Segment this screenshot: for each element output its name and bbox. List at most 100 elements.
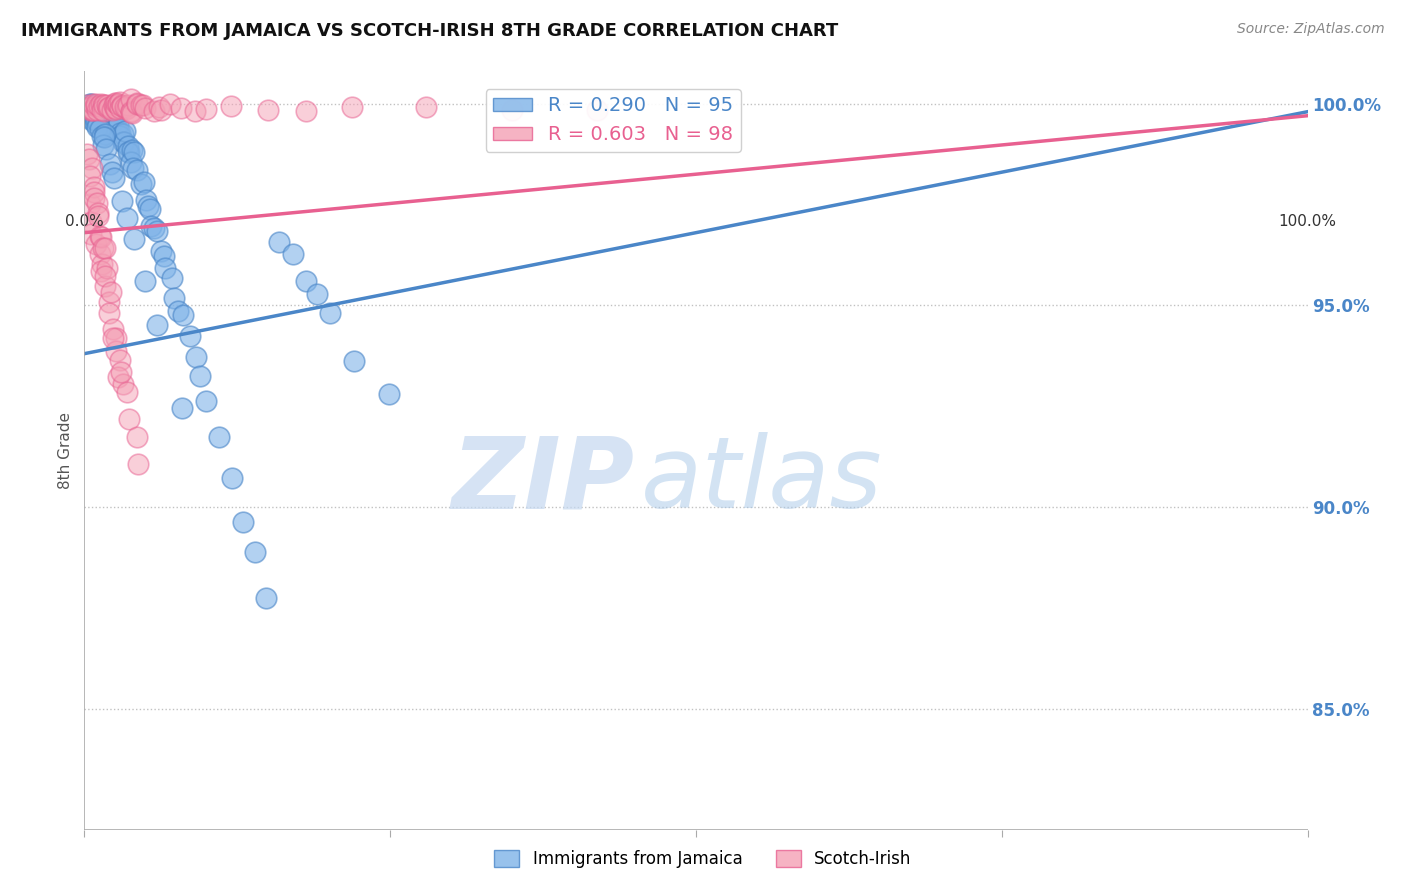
- Point: [89, 121, 111, 136]
- Point: [208, 430, 231, 444]
- Point: [91, 103, 114, 118]
- Point: [91, 109, 114, 123]
- Point: [97, 101, 120, 115]
- Point: [219, 99, 242, 113]
- Point: [112, 135, 135, 149]
- Legend: R = 0.290   N = 95, R = 0.603   N = 98: R = 0.290 N = 95, R = 0.603 N = 98: [485, 88, 741, 152]
- Point: [100, 118, 122, 132]
- Point: [91, 103, 114, 117]
- Point: [82, 97, 104, 112]
- Point: [111, 128, 134, 142]
- Point: [111, 99, 134, 113]
- Point: [184, 350, 207, 364]
- Point: [114, 124, 136, 138]
- Point: [134, 101, 156, 115]
- Point: [135, 193, 157, 207]
- Point: [172, 308, 194, 322]
- Point: [111, 98, 134, 112]
- Point: [184, 103, 207, 118]
- Point: [139, 202, 162, 217]
- Point: [121, 105, 143, 120]
- Point: [83, 186, 105, 200]
- Point: [96, 98, 118, 112]
- Point: [98, 99, 121, 113]
- Point: [86, 120, 108, 134]
- Point: [120, 155, 142, 169]
- Point: [111, 135, 134, 149]
- Point: [166, 303, 188, 318]
- Point: [87, 115, 110, 129]
- Text: ZIP: ZIP: [451, 433, 636, 529]
- Point: [79, 152, 101, 166]
- Point: [108, 353, 131, 368]
- Point: [98, 306, 121, 320]
- Point: [91, 98, 114, 112]
- Point: [98, 294, 121, 309]
- Point: [305, 287, 328, 301]
- Point: [84, 112, 107, 127]
- Point: [501, 103, 523, 117]
- Point: [127, 457, 149, 471]
- Point: [146, 318, 169, 332]
- Point: [110, 101, 132, 115]
- Point: [170, 401, 193, 416]
- Point: [378, 387, 401, 401]
- Point: [91, 103, 114, 117]
- Point: [110, 365, 132, 379]
- Point: [89, 103, 111, 118]
- Point: [120, 92, 142, 106]
- Point: [103, 98, 125, 112]
- Point: [104, 95, 127, 110]
- Point: [343, 354, 366, 368]
- Point: [89, 246, 111, 260]
- Point: [319, 306, 342, 320]
- Legend: Immigrants from Jamaica, Scotch-Irish: Immigrants from Jamaica, Scotch-Irish: [488, 843, 918, 875]
- Point: [121, 143, 143, 157]
- Point: [163, 291, 186, 305]
- Point: [150, 103, 173, 118]
- Point: [93, 103, 115, 118]
- Point: [118, 411, 141, 425]
- Point: [89, 111, 111, 125]
- Point: [108, 126, 131, 140]
- Point: [79, 112, 101, 126]
- Point: [150, 244, 173, 259]
- Point: [120, 103, 142, 118]
- Point: [86, 195, 108, 210]
- Point: [83, 191, 105, 205]
- Point: [98, 100, 121, 114]
- Point: [83, 180, 105, 194]
- Point: [84, 111, 107, 125]
- Point: [80, 99, 103, 113]
- Point: [90, 257, 112, 271]
- Point: [80, 111, 103, 125]
- Point: [148, 100, 170, 114]
- Point: [104, 112, 127, 126]
- Point: [100, 285, 122, 299]
- Point: [93, 127, 115, 141]
- Point: [96, 261, 118, 276]
- Point: [90, 230, 112, 244]
- Point: [94, 269, 117, 284]
- Point: [84, 113, 107, 128]
- Point: [122, 145, 145, 159]
- Point: [107, 370, 129, 384]
- Point: [107, 118, 129, 132]
- Point: [75, 98, 97, 112]
- Point: [117, 139, 139, 153]
- Point: [159, 96, 181, 111]
- Point: [295, 274, 318, 288]
- Point: [188, 369, 211, 384]
- Point: [160, 271, 183, 285]
- Point: [155, 260, 177, 275]
- Point: [139, 219, 162, 233]
- Point: [104, 120, 127, 135]
- Text: IMMIGRANTS FROM JAMAICA VS SCOTCH-IRISH 8TH GRADE CORRELATION CHART: IMMIGRANTS FROM JAMAICA VS SCOTCH-IRISH …: [21, 22, 838, 40]
- Point: [125, 430, 148, 444]
- Point: [415, 100, 437, 114]
- Point: [83, 105, 105, 120]
- Point: [104, 330, 127, 344]
- Point: [84, 104, 107, 119]
- Point: [118, 145, 141, 159]
- Point: [86, 236, 108, 251]
